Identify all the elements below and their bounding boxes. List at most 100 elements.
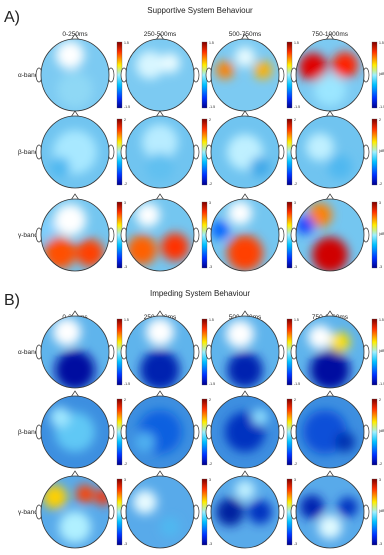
blob — [254, 61, 272, 79]
head-outline — [125, 395, 195, 469]
nose — [240, 390, 250, 398]
scalp-map — [296, 39, 364, 111]
blob — [226, 320, 254, 348]
activity — [296, 203, 348, 271]
panel-label: A) — [4, 9, 20, 26]
panel-title: Supportive System Behaviour — [147, 6, 253, 15]
scalp-map — [126, 39, 194, 111]
nose — [325, 390, 335, 398]
nose — [155, 470, 165, 478]
nose — [70, 470, 80, 478]
colorbar-unit: (dB) — [379, 509, 384, 513]
colorbar-bottom: -2 — [294, 462, 297, 466]
colorbar — [371, 118, 378, 186]
colorbar-top: 2 — [209, 118, 211, 122]
blob — [76, 485, 94, 503]
scalp-map — [211, 39, 279, 111]
topoplot: 1.5-1.5(dB) — [35, 33, 131, 112]
topoplot: 3-3(dB) — [290, 193, 384, 272]
activity — [50, 407, 95, 452]
activity — [50, 130, 97, 177]
blob — [211, 221, 229, 239]
row-label: β-band — [18, 149, 39, 156]
activity — [136, 51, 180, 79]
colorbar-bottom: -1.5 — [379, 105, 384, 109]
colorbar-top: 3 — [124, 478, 126, 482]
nose — [240, 193, 250, 201]
colorbar-bottom: -1.5 — [209, 105, 215, 109]
activity — [227, 134, 270, 177]
scalp-map — [41, 316, 109, 388]
colorbar-top: 3 — [209, 478, 211, 482]
blob — [216, 498, 244, 526]
head-outline — [40, 115, 110, 189]
scalp-map — [211, 476, 279, 548]
row-label: γ-band — [18, 509, 38, 516]
colorbar-bottom: -1.5 — [124, 105, 130, 109]
blob — [136, 51, 164, 79]
scalp-map — [296, 199, 364, 271]
row-label: α-band — [18, 72, 39, 79]
blob — [338, 497, 358, 517]
row-label: β-band — [18, 429, 39, 436]
head-outline — [125, 315, 195, 389]
nose — [240, 310, 250, 318]
nose — [70, 193, 80, 201]
colorbar-bottom: -2 — [209, 462, 212, 466]
nose — [70, 310, 80, 318]
head-outline — [295, 475, 365, 549]
colorbar-top: 2 — [379, 118, 381, 122]
topoplot: 2-2(dB) — [290, 390, 384, 469]
activity — [135, 410, 182, 454]
scalp-map — [126, 199, 194, 271]
topoplot: 1.5-1.5(dB) — [120, 33, 216, 112]
blob — [135, 432, 155, 452]
blob — [318, 515, 342, 539]
row-label: γ-band — [18, 232, 38, 239]
blob — [328, 155, 352, 179]
blob — [161, 233, 189, 261]
colorbar-bottom: -3 — [124, 265, 127, 269]
blob — [312, 237, 348, 271]
colorbar — [371, 478, 378, 546]
panel-label: B) — [4, 292, 20, 309]
nose — [325, 110, 335, 118]
colorbar-top: 2 — [209, 398, 211, 402]
blob — [142, 124, 178, 160]
nose — [325, 310, 335, 318]
head-outline — [210, 395, 280, 469]
panel-title: Impeding System Behaviour — [150, 289, 250, 298]
activity — [133, 490, 180, 537]
nose — [240, 470, 250, 478]
blob — [55, 350, 95, 388]
head-outline — [40, 198, 110, 272]
colorbar-top: 1.5 — [294, 318, 299, 322]
colorbar-top: 1.5 — [124, 318, 129, 322]
topoplot: 3-3(dB) — [205, 470, 301, 549]
scalp-map — [211, 199, 279, 271]
blob — [299, 53, 327, 81]
head-outline — [210, 115, 280, 189]
activity — [226, 320, 263, 388]
colorbar-bottom: -2 — [379, 462, 382, 466]
head-outline — [295, 115, 365, 189]
activity — [142, 124, 178, 181]
topoplot: 2-2(dB) — [35, 390, 131, 469]
topoplot: 2-2(dB) — [205, 110, 301, 189]
colorbar-top: 3 — [294, 201, 296, 205]
colorbar-top: 3 — [124, 201, 126, 205]
topoplot: 2-2(dB) — [205, 390, 301, 469]
colorbar-bottom: -1.5 — [294, 105, 300, 109]
topoplot: 1.5-1.5(dB) — [290, 33, 384, 112]
scalp-map — [41, 396, 109, 468]
head-outline — [210, 315, 280, 389]
scalp-map — [126, 396, 194, 468]
colorbar-bottom: -3 — [124, 542, 127, 546]
colorbar-top: 1.5 — [379, 41, 384, 45]
blob — [235, 480, 255, 500]
nose — [70, 33, 80, 41]
nose — [325, 33, 335, 41]
colorbar-top: 3 — [379, 201, 381, 205]
colorbar-top: 1.5 — [379, 318, 384, 322]
